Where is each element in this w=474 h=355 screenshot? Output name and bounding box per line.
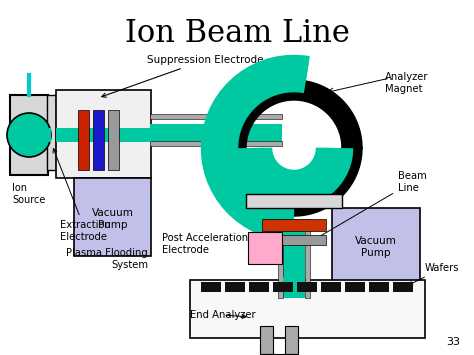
Bar (248, 232, 282, 264)
Bar (78, 110, 89, 170)
Bar (56, 128, 151, 142)
Bar (226, 282, 246, 292)
Bar (262, 219, 326, 231)
Text: Ion
Source: Ion Source (12, 183, 46, 204)
Bar (393, 282, 413, 292)
Bar (150, 114, 282, 119)
Bar (74, 178, 151, 256)
Bar (56, 90, 151, 178)
Text: Post Acceleration
Electrode: Post Acceleration Electrode (162, 224, 265, 255)
Bar (260, 354, 298, 355)
Text: Analyzer
Magnet: Analyzer Magnet (385, 72, 428, 94)
Polygon shape (226, 80, 362, 216)
Bar (278, 219, 283, 298)
Text: Extraction
Electrode: Extraction Electrode (53, 149, 111, 242)
Bar (332, 208, 420, 282)
Bar (262, 235, 326, 245)
Bar (190, 280, 425, 338)
Bar (150, 124, 282, 146)
Bar (283, 219, 305, 298)
Bar (321, 282, 341, 292)
Bar (273, 282, 293, 292)
Bar (305, 219, 310, 298)
Bar (24, 128, 51, 142)
Bar (298, 282, 318, 292)
Bar (260, 326, 273, 354)
Text: Plasma Flooding
System: Plasma Flooding System (66, 248, 148, 269)
Text: End Analyzer: End Analyzer (190, 310, 255, 320)
Bar (249, 282, 270, 292)
Text: Vacuum
Pump: Vacuum Pump (355, 236, 397, 258)
Bar (346, 282, 365, 292)
Text: Beam
Line: Beam Line (308, 171, 427, 243)
Bar (47, 95, 56, 170)
Bar (10, 95, 48, 175)
Bar (150, 141, 282, 146)
Bar (246, 194, 342, 208)
Text: Suppression Electrode: Suppression Electrode (102, 55, 263, 97)
Text: Vacuum
Pump: Vacuum Pump (91, 208, 134, 230)
Bar (370, 282, 390, 292)
Text: Wafers: Wafers (409, 263, 459, 285)
Bar (285, 326, 298, 354)
Bar (201, 282, 221, 292)
Bar (93, 110, 104, 170)
Bar (283, 277, 305, 282)
Text: Ion Beam Line: Ion Beam Line (125, 18, 349, 49)
Bar (108, 110, 119, 170)
Circle shape (7, 113, 51, 157)
Text: 33: 33 (446, 337, 460, 347)
